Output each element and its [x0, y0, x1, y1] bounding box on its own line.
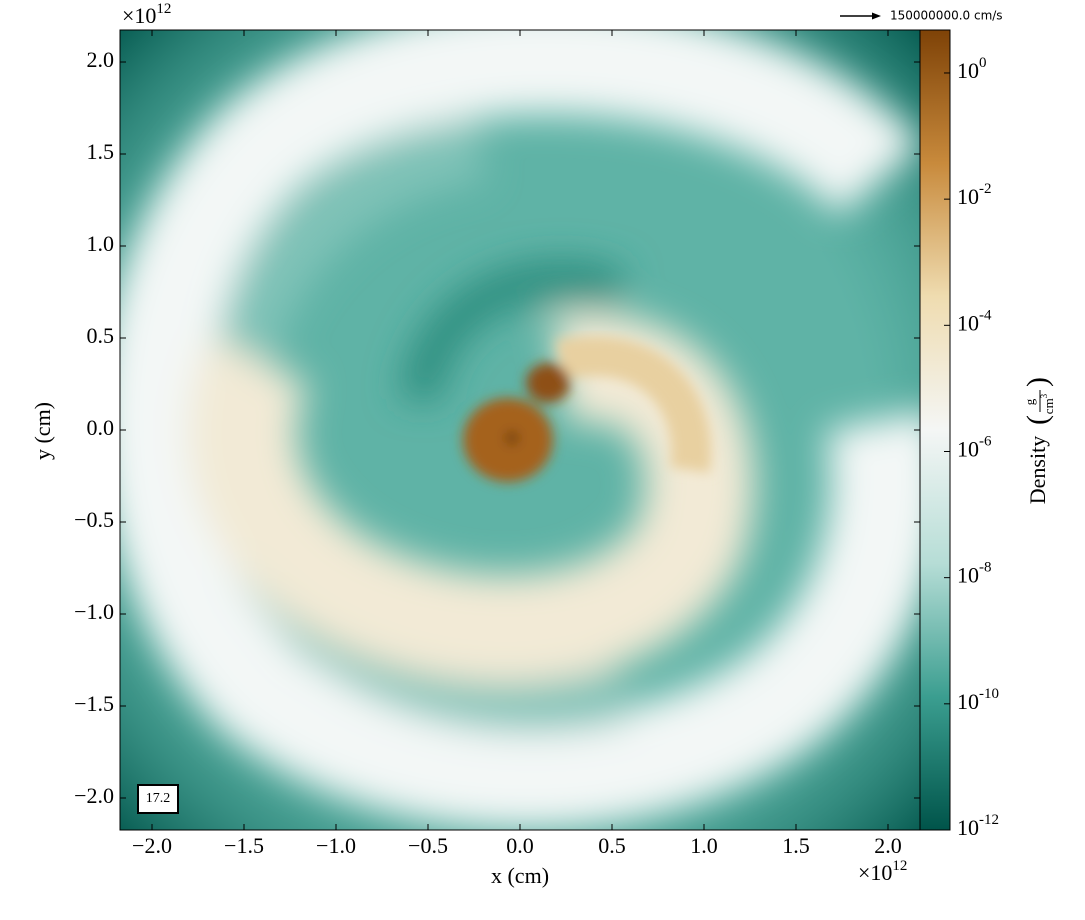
colorbar-label: Density	[1025, 436, 1050, 504]
y-tick-label: −1.5	[74, 691, 114, 716]
tick-exponent: -8	[979, 560, 992, 576]
y-tick-label: 2.0	[87, 47, 115, 72]
time-box	[137, 784, 179, 814]
x-axis-label: x (cm)	[491, 863, 549, 888]
tick-base: 10	[957, 563, 979, 588]
tick-exponent: -6	[979, 434, 992, 450]
tick-base: 10	[957, 437, 979, 462]
y-tick-label: 0.5	[87, 323, 115, 348]
colorbar-tick-label: 10-4	[957, 308, 992, 336]
colorbar-tick-label: 10-12	[957, 812, 999, 840]
quiver-key-label: 150000000.0 cm/s	[890, 9, 1003, 23]
x-tick-label: 1.0	[690, 833, 718, 858]
tick-base: 10	[957, 184, 979, 209]
x-tick-label: −2.0	[132, 833, 172, 858]
y-offset: ×1012	[122, 1, 171, 28]
x-tick-label: −1.5	[224, 833, 264, 858]
x-tick-label: 0.0	[506, 833, 534, 858]
unit-denominator: cm3	[1039, 393, 1056, 414]
colorbar-title: Density ( g cm3 )	[1021, 377, 1056, 504]
x-tick-label: 0.5	[598, 833, 626, 858]
y-tick-label: −0.5	[74, 507, 114, 532]
tick-exponent: 0	[979, 55, 987, 71]
y-tick-label: −2.0	[74, 783, 114, 808]
x-tick-label: 2.0	[874, 833, 902, 858]
y-tick-label: 1.0	[87, 231, 115, 256]
y-tick-label: 1.5	[87, 139, 115, 164]
x-tick-label: 1.5	[782, 833, 810, 858]
x-tick-label: −0.5	[408, 833, 448, 858]
x-tick-label: −1.0	[316, 833, 356, 858]
quiver-key-head	[872, 12, 881, 20]
density-field	[120, 30, 920, 830]
tick-base: 10	[957, 58, 979, 83]
colorbar-tick-label: 10-2	[957, 182, 992, 210]
colorbar	[919, 29, 951, 831]
colorbar-tick-label: 100	[957, 55, 987, 83]
unit-numerator: g	[1022, 398, 1037, 405]
paren: (	[1021, 415, 1054, 425]
y-tick-label: −1.0	[74, 599, 114, 624]
tick-base: 10	[957, 310, 979, 335]
tick-exponent: -4	[979, 308, 992, 324]
colorbar-tick-label: 10-6	[957, 434, 992, 462]
tick-exponent: -10	[979, 686, 999, 702]
tick-base: 10	[957, 815, 979, 840]
paren: )	[1021, 377, 1054, 387]
x-offset: ×1012	[858, 858, 907, 885]
colorbar-tick-label: 10-10	[957, 686, 999, 714]
y-axis-label: y (cm)	[30, 402, 55, 460]
colorbar-tick-label: 10-8	[957, 560, 992, 588]
tick-exponent: -12	[979, 812, 999, 828]
y-tick-label: 0.0	[87, 415, 115, 440]
tick-exponent: -2	[979, 182, 992, 198]
tick-base: 10	[957, 689, 979, 714]
time-label: 17.2	[146, 791, 171, 806]
